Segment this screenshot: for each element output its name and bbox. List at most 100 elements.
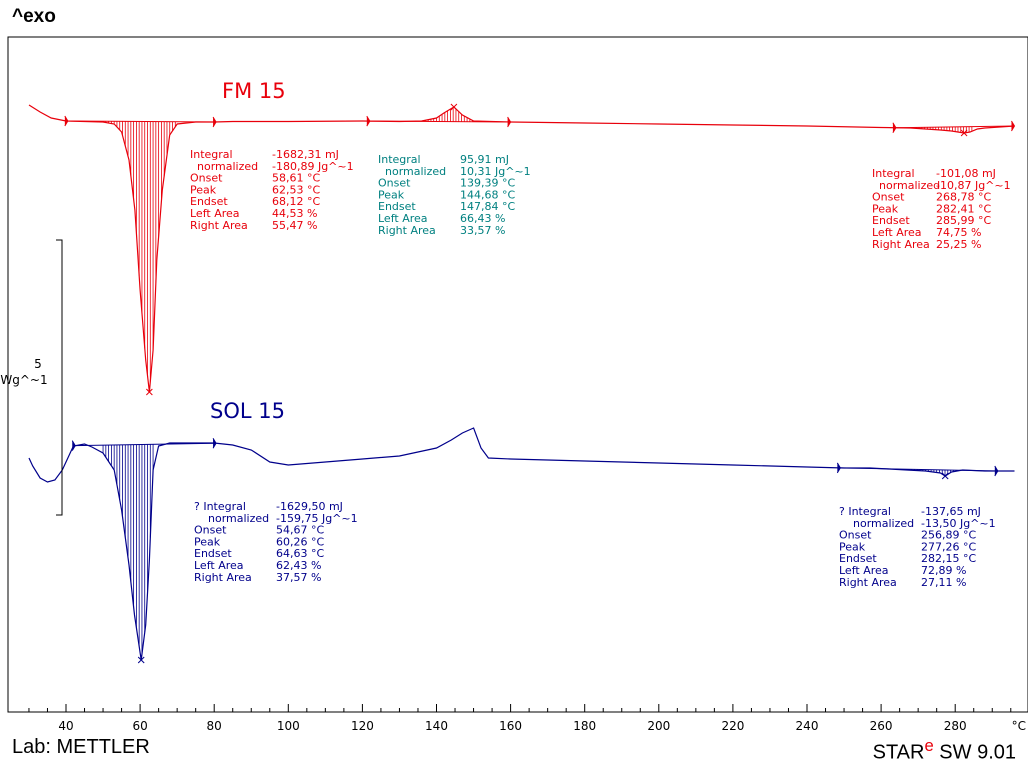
- annotation-label: Peak: [190, 183, 217, 196]
- annotation-value: 282,15 °C: [921, 552, 976, 565]
- annotation-label: Onset: [378, 177, 411, 190]
- annotation-value: 144,68 °C: [460, 188, 515, 201]
- series-0: [28, 103, 1016, 396]
- annotation-value: 66,43 %: [460, 212, 505, 225]
- annotation-value: 285,99 °C: [936, 214, 991, 227]
- annotation-value: 282,41 °C: [936, 202, 991, 215]
- series-label: FM 15: [222, 79, 286, 103]
- annotation-value: -1629,50 mJ: [276, 500, 343, 513]
- scale-bar-value: 5: [34, 357, 42, 371]
- annotation-label: Onset: [872, 191, 905, 204]
- scale-bar-line: [56, 239, 63, 516]
- annotation-value: -137,65 mJ: [921, 505, 981, 518]
- annotation-value: 95,91 mJ: [460, 153, 509, 166]
- annotation-label: Endset: [190, 195, 228, 208]
- annotation-value: 72,89 %: [921, 564, 966, 577]
- annotation-label: Onset: [839, 529, 872, 542]
- annotation-label: Integral: [190, 148, 233, 161]
- annotation-label: Integral: [872, 167, 915, 180]
- annotation-label: Peak: [839, 540, 866, 553]
- annotation-label: Left Area: [194, 559, 244, 572]
- annotation-label: Left Area: [190, 207, 240, 220]
- annotation-label: Onset: [194, 524, 227, 537]
- x-tick-label: 180: [573, 719, 596, 733]
- annotation-label: Endset: [194, 547, 232, 560]
- annotation-label: Right Area: [194, 571, 252, 584]
- annotation-value: 60,26 °C: [276, 535, 324, 548]
- software-label: STARe SW 9.01: [873, 736, 1016, 765]
- annotation-label: ? Integral: [839, 505, 891, 518]
- x-tick-label: 120: [351, 719, 374, 733]
- annotation-value: 44,53 %: [272, 207, 317, 220]
- lab-label: Lab: METTLER: [12, 736, 150, 758]
- peak-marker: [146, 388, 153, 396]
- x-tick-label: 160: [499, 719, 522, 733]
- peak-marker: [960, 129, 968, 137]
- series-1: [28, 427, 1015, 664]
- annotation-value: 55,47 %: [272, 219, 317, 232]
- annotation-label: Right Area: [378, 224, 436, 237]
- annotation-label: Right Area: [872, 238, 930, 251]
- annotation-value: 74,75 %: [936, 226, 981, 239]
- x-tick-label: 240: [796, 719, 819, 733]
- annotation-label: Left Area: [378, 212, 428, 225]
- annotation-block: ? Integral normalizedOnsetPeakEndsetLeft…: [194, 500, 358, 584]
- x-axis: 40 60 80 100 120 140 160 180 200 220 240 260 280 °C: [28, 704, 1026, 733]
- annotation-label: normalized: [872, 179, 940, 192]
- scale-bar-unit: Wg^~1: [0, 373, 47, 387]
- x-axis-unit: °C: [1012, 719, 1026, 733]
- annotation-label: normalized: [378, 165, 446, 178]
- x-tick-label: 220: [721, 719, 744, 733]
- series-layer: [28, 103, 1016, 664]
- annotation-value: 37,57 %: [276, 571, 321, 584]
- peak-marker: [941, 472, 949, 480]
- annotation-value: -180,89 Jg^~1: [272, 160, 354, 173]
- x-tick-label: 280: [944, 719, 967, 733]
- annotation-value: 27,11 %: [921, 576, 966, 589]
- annotation-value: 268,78 °C: [936, 191, 991, 204]
- scale-bar: 5 Wg^~1: [0, 239, 63, 516]
- annotation-value: 25,25 %: [936, 238, 981, 251]
- curve-line: [28, 427, 1015, 661]
- annotation-value: -159,75 Jg^~1: [276, 512, 358, 525]
- curve-line: [28, 104, 1015, 393]
- annotation-value: 256,89 °C: [921, 529, 976, 542]
- x-tick-label: 140: [425, 719, 448, 733]
- annotation-value: 62,53 °C: [272, 183, 320, 196]
- x-tick-label: 260: [870, 719, 893, 733]
- annotation-value: 277,26 °C: [921, 540, 976, 553]
- exo-direction-label: ^exo: [12, 6, 56, 27]
- x-tick-label: 100: [277, 719, 300, 733]
- annotation-value: 62,43 %: [276, 559, 321, 572]
- annotation-label: Right Area: [839, 576, 897, 589]
- annotation-value: -13,50 Jg^~1: [921, 517, 996, 530]
- annotation-label: Peak: [194, 535, 221, 548]
- software-superscript: e: [924, 736, 934, 755]
- annotation-label: normalized: [194, 512, 269, 525]
- plot-frame: [7, 36, 1028, 713]
- x-tick-label: 40: [58, 719, 73, 733]
- annotation-value: -101,08 mJ: [936, 167, 996, 180]
- annotation-label: Endset: [839, 552, 877, 565]
- annotation-label: Right Area: [190, 219, 248, 232]
- annotation-label: Endset: [872, 214, 910, 227]
- annotation-label: Endset: [378, 200, 416, 213]
- annotation-value: 64,63 °C: [276, 547, 324, 560]
- annotation-label: Integral: [378, 153, 421, 166]
- peak-marker: [450, 103, 458, 111]
- software-prefix: STAR: [872, 741, 925, 764]
- annotation-value: 68,12 °C: [272, 195, 320, 208]
- x-tick-label: 200: [647, 719, 670, 733]
- annotation-value: 54,67 °C: [276, 524, 324, 537]
- annotation-value: 139,39 °C: [460, 177, 515, 190]
- x-tick-label: 60: [132, 719, 147, 733]
- annotation-label: Left Area: [872, 226, 922, 239]
- series-labels: FM 15 SOL 15: [210, 79, 286, 423]
- annotation-value: -10,87 Jg^~1: [936, 179, 1011, 192]
- series-label: SOL 15: [210, 399, 285, 423]
- annotation-label: Peak: [378, 188, 405, 201]
